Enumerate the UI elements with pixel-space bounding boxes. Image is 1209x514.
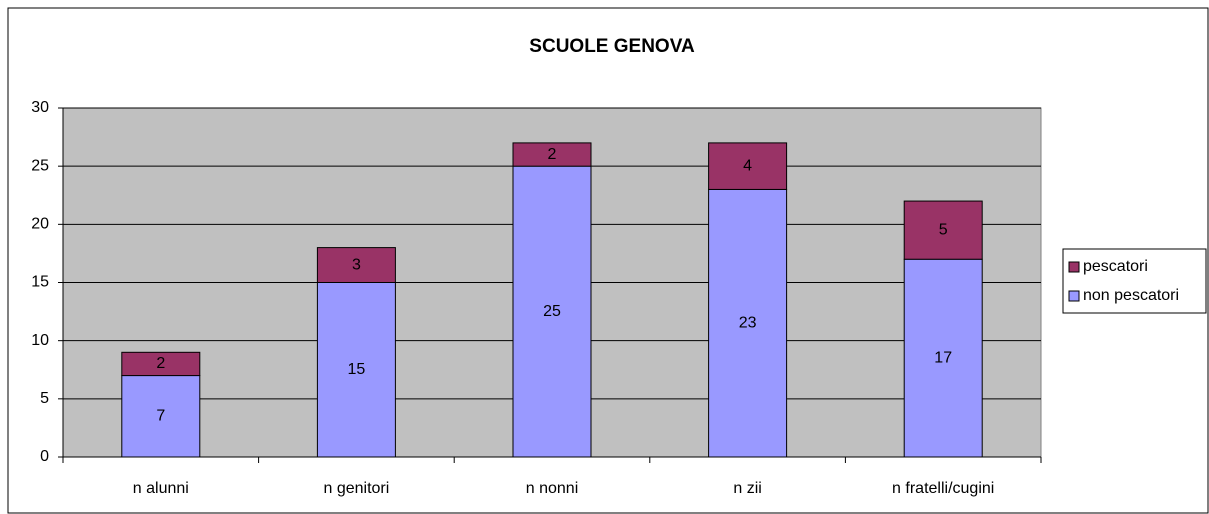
bar-segment <box>316 247 396 284</box>
bar-segment <box>121 351 201 377</box>
data-label: 2 <box>548 146 557 163</box>
y-tick-label: 15 <box>31 274 49 291</box>
bar-segment <box>316 282 396 458</box>
data-label: 3 <box>352 256 361 273</box>
legend <box>1062 248 1207 314</box>
data-label: 2 <box>156 355 165 372</box>
legend-swatch <box>1068 261 1080 273</box>
y-tick-label: 30 <box>31 99 49 116</box>
x-tick-label: n nonni <box>526 480 579 497</box>
bar-segment <box>512 165 592 458</box>
y-tick-label: 10 <box>31 332 49 349</box>
data-label: 17 <box>934 349 952 366</box>
bar-segment <box>708 188 788 458</box>
data-label: 4 <box>743 157 752 174</box>
x-tick-label: n alunni <box>133 480 189 497</box>
data-label: 5 <box>939 221 948 238</box>
data-label: 15 <box>348 361 366 378</box>
legend-label: non pescatori <box>1083 287 1179 304</box>
bar-segment <box>708 142 788 190</box>
bar-segment <box>512 142 592 167</box>
data-label: 7 <box>156 408 165 425</box>
data-label: 25 <box>543 303 561 320</box>
x-tick-label: n genitori <box>323 480 389 497</box>
legend-swatch <box>1068 290 1080 302</box>
y-tick-label: 5 <box>40 390 49 407</box>
y-tick-label: 0 <box>40 448 49 465</box>
legend-label: pescatori <box>1083 258 1148 275</box>
y-tick-label: 20 <box>31 216 49 233</box>
bar-segment <box>903 258 983 458</box>
chart-title: SCUOLE GENOVA <box>529 36 695 57</box>
x-tick-label: n fratelli/cugini <box>892 480 994 497</box>
data-label: 23 <box>739 314 757 331</box>
y-tick-label: 25 <box>31 157 49 174</box>
x-tick-label: n zii <box>733 480 761 497</box>
bar-segment <box>903 200 983 260</box>
